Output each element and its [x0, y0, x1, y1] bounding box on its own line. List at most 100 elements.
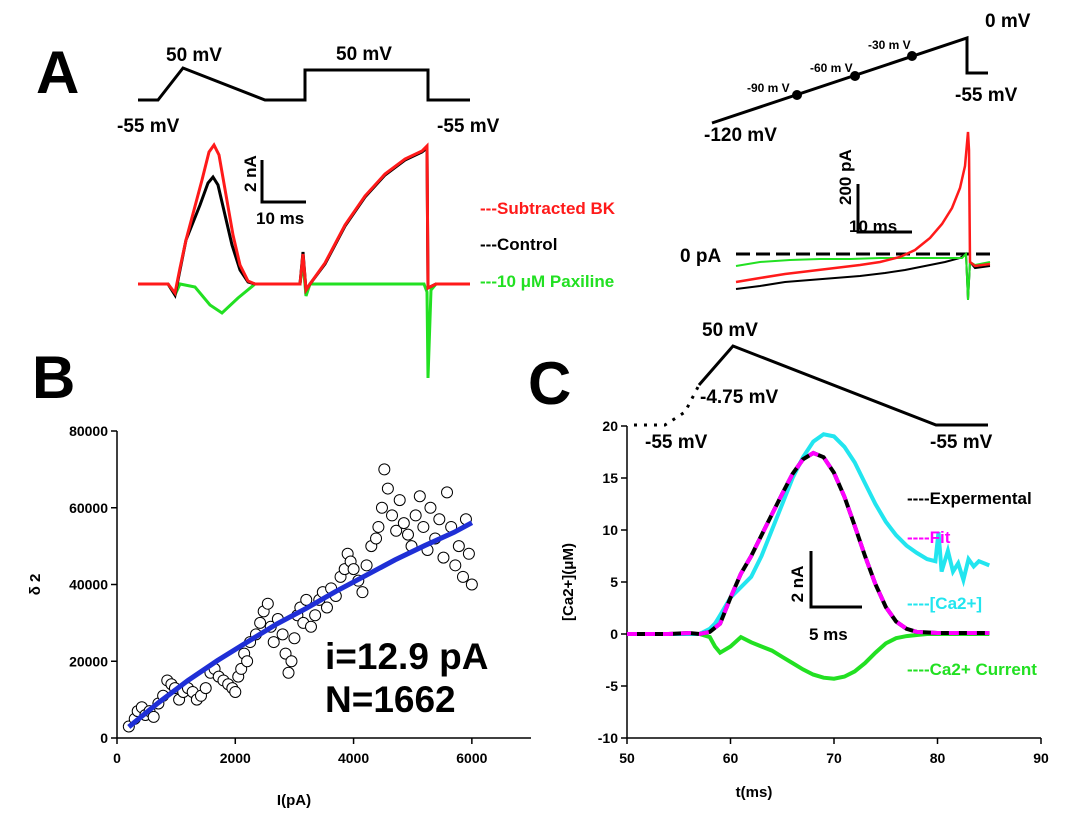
a-hold-right-label: -55 mV: [437, 116, 500, 137]
b-data-point: [462, 547, 475, 560]
b-annotation-i: i=12.9 pA: [325, 636, 489, 677]
c-scale-x-label: 5 ms: [809, 625, 848, 644]
c-protocol-dotted: [634, 384, 701, 427]
b-data-point: [360, 559, 373, 572]
a-hold-left-label: -55 mV: [117, 116, 180, 137]
b-data-point: [390, 524, 403, 537]
b-data-point: [229, 685, 242, 698]
c-peak-label: 50 mV: [702, 320, 758, 341]
b-data-point: [456, 570, 469, 583]
b-y-axis-label: δ 2: [27, 574, 44, 596]
c-ca-current-line: [627, 632, 990, 681]
b-data-point: [452, 540, 465, 553]
c-scale-bar: [809, 551, 862, 609]
b-data-point: [282, 666, 295, 679]
b-data-point: [241, 655, 254, 668]
b-data-point: [254, 616, 267, 629]
b-data-point: [381, 482, 394, 495]
c-y-tick-label: 15: [602, 470, 618, 486]
b-annotation-n: N=1662: [325, 679, 456, 720]
c-y-tick-label: 0: [610, 626, 618, 642]
c-y-tick-label: 20: [602, 418, 618, 434]
b-data-point: [309, 609, 322, 622]
b-data-point: [276, 628, 289, 641]
b-data-point: [397, 517, 410, 530]
c-fit-line: [627, 450, 990, 637]
b-data-point: [300, 593, 313, 606]
a-right-hold-label: -55 mV: [955, 85, 1018, 106]
c-protocol: [697, 344, 988, 427]
a-scale-y-label: 2 nA: [241, 155, 260, 192]
ramp-point-30: [907, 51, 917, 61]
b-data-point: [413, 490, 426, 503]
b-x-tick-label: 4000: [338, 750, 369, 766]
b-data-point: [267, 636, 280, 649]
scatter-chart: 0 2000 4000 6000020000400006000080000I(pA)δ…: [27, 423, 531, 809]
a-right-paxilline-trace: [735, 251, 991, 301]
ramp-label-60: -60 m V: [810, 61, 853, 75]
b-data-point: [285, 655, 298, 668]
a-right-top-label: 0 mV: [985, 11, 1031, 32]
b-x-tick-label: 0: [113, 750, 121, 766]
c-y-tick-label: 5: [610, 574, 618, 590]
c-x-tick-label: 70: [826, 750, 842, 766]
a-scale-x-label: 10 ms: [256, 209, 304, 228]
panel-label-b: B: [32, 344, 75, 411]
b-data-point: [199, 682, 212, 695]
b-y-tick-label: 0: [100, 730, 108, 746]
legend-fit: ----Fit: [907, 528, 951, 547]
ramp-point-60: [850, 71, 860, 81]
a-right-scale-x-label: 10 ms: [849, 217, 897, 236]
b-data-point: [393, 494, 406, 507]
a-right-scale-bar: [856, 184, 912, 234]
c-x-axis-label: t(ms): [736, 784, 773, 801]
legend-paxilline: ---10 μM Paxiline: [480, 272, 614, 291]
b-y-tick-label: 40000: [69, 577, 108, 593]
b-x-tick-label: 6000: [456, 750, 487, 766]
c-y-axis-label: [Ca2+](μM): [560, 543, 577, 621]
panel-label-a: A: [36, 39, 79, 106]
c-y-tick-label: 10: [602, 522, 618, 538]
legend-subtracted-bk: ---Subtracted BK: [480, 199, 616, 218]
b-data-point: [375, 501, 388, 514]
a-ramp-peak-label: 50 mV: [166, 45, 222, 66]
b-data-point: [437, 551, 450, 564]
b-data-point: [417, 520, 430, 533]
b-data-point: [386, 509, 399, 522]
c-x-tick-label: 90: [1033, 750, 1049, 766]
b-data-point: [449, 559, 462, 572]
a-voltage-protocol: [138, 66, 470, 102]
legend-ca-current: ----Ca2+ Current: [907, 660, 1037, 679]
b-data-point: [372, 520, 385, 533]
b-x-axis-label: I(pA): [277, 792, 311, 809]
b-data-point: [424, 501, 437, 514]
b-data-point: [378, 463, 391, 476]
b-data-point: [465, 578, 478, 591]
b-data-point: [261, 597, 274, 610]
c-hold-right-label: -55 mV: [930, 432, 993, 453]
zero-current-label: 0 pA: [680, 246, 721, 267]
a-right-ramp-protocol: [711, 35, 988, 125]
b-data-point: [304, 620, 317, 633]
a-right-subtracted-trace: [735, 131, 991, 284]
c-mid-label: -4.75 mV: [700, 387, 778, 408]
b-data-point: [441, 486, 454, 499]
c-x-tick-label: 80: [930, 750, 946, 766]
b-data-point: [288, 632, 301, 645]
b-x-tick-label: 2000: [220, 750, 251, 766]
b-data-point: [356, 586, 369, 599]
b-data-point: [433, 513, 446, 526]
panel-label-c: C: [528, 350, 571, 417]
c-x-tick-label: 60: [723, 750, 739, 766]
ramp-label-30: -30 m V: [868, 38, 911, 52]
b-data-point: [347, 563, 360, 576]
b-fit-line: [127, 520, 474, 729]
a-subtracted-bk-trace: [138, 142, 470, 297]
c-y-tick-label: -10: [598, 730, 618, 746]
a-right-start-label: -120 mV: [704, 125, 777, 146]
legend-experimental: ----Expermental: [907, 489, 1032, 508]
b-y-tick-label: 60000: [69, 500, 108, 516]
ramp-label-90: -90 m V: [747, 81, 790, 95]
ramp-point-90: [792, 90, 802, 100]
b-data-point: [320, 601, 333, 614]
